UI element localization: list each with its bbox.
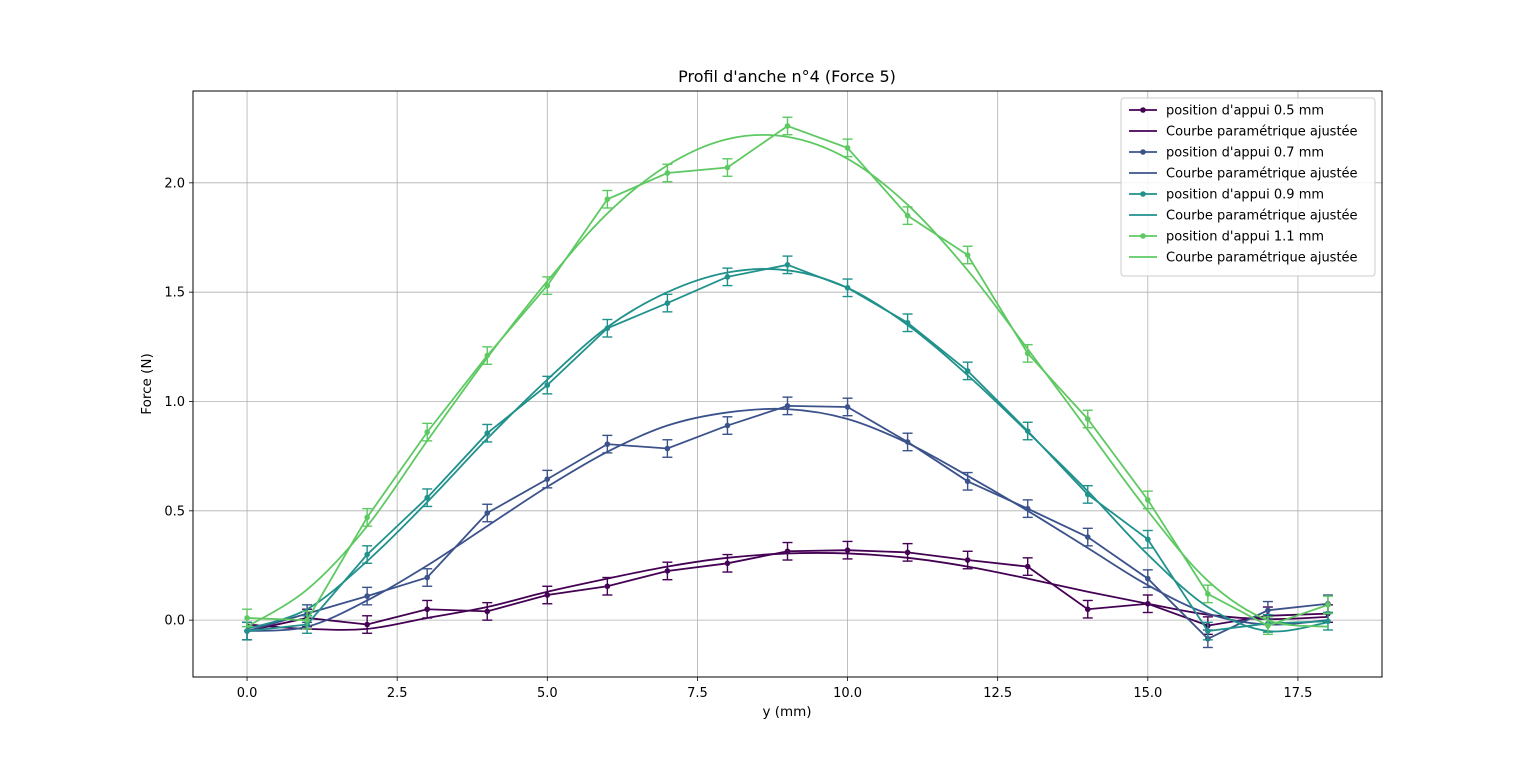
data-point bbox=[1145, 497, 1151, 503]
data-point bbox=[1205, 591, 1211, 597]
legend-entry-label: Courbe paramétrique ajustée bbox=[1166, 209, 1358, 224]
legend-marker bbox=[1140, 149, 1146, 155]
chart-title: Profil d'anche n°4 (Force 5) bbox=[678, 67, 896, 86]
legend-entry-label: position d'appui 0.9 mm bbox=[1166, 188, 1324, 203]
x-tick-label: 5.0 bbox=[537, 686, 558, 701]
legend-entry-label: Courbe paramétrique ajustée bbox=[1166, 251, 1358, 266]
legend: position d'appui 0.5 mm Courbe paramétriq… bbox=[1120, 97, 1376, 277]
data-point bbox=[784, 262, 791, 268]
legend-box bbox=[1120, 97, 1376, 277]
y-tick-label: 1.0 bbox=[164, 395, 185, 410]
fit-curve-group bbox=[246, 268, 1329, 633]
data-point bbox=[424, 429, 430, 435]
fit-curve-group bbox=[246, 134, 1329, 628]
legend-marker bbox=[1140, 191, 1146, 197]
data-point bbox=[724, 422, 731, 429]
data-point bbox=[844, 404, 851, 410]
data-point bbox=[364, 551, 370, 558]
x-tick-label: 17.5 bbox=[1283, 686, 1312, 701]
data-point bbox=[1084, 534, 1091, 540]
data-point bbox=[964, 557, 971, 563]
fit-curve-group bbox=[246, 552, 1328, 631]
data-point bbox=[484, 430, 491, 436]
data-point bbox=[604, 583, 611, 590]
data-point bbox=[1145, 536, 1151, 543]
data-point bbox=[784, 123, 791, 129]
x-tick-label: 10.0 bbox=[833, 686, 862, 701]
legend-entry-label: Courbe paramétrique ajustée bbox=[1166, 125, 1358, 140]
fit-curve-line bbox=[246, 407, 1329, 632]
data-point bbox=[424, 606, 430, 613]
legend-entry-label: position d'appui 0.7 mm bbox=[1166, 146, 1324, 161]
data-point bbox=[364, 593, 370, 599]
data-point bbox=[1205, 628, 1211, 634]
data-point bbox=[964, 368, 971, 374]
data-point bbox=[484, 608, 491, 615]
x-tick-label: 12.5 bbox=[983, 686, 1012, 701]
data-point bbox=[664, 568, 671, 574]
x-tick-label: 7.5 bbox=[687, 686, 708, 701]
y-tick-label: 1.5 bbox=[164, 286, 185, 301]
data-point bbox=[244, 628, 250, 634]
data-point bbox=[364, 621, 370, 628]
legend-marker bbox=[1140, 107, 1146, 113]
data-point bbox=[904, 212, 911, 219]
data-point bbox=[1265, 607, 1271, 614]
y-tick-label: 0.0 bbox=[164, 614, 185, 629]
data-point bbox=[1084, 416, 1091, 422]
data-point bbox=[664, 445, 671, 452]
data-point bbox=[1325, 602, 1331, 608]
data-point bbox=[424, 494, 430, 501]
data-point bbox=[484, 510, 491, 516]
data-point bbox=[1265, 622, 1271, 629]
x-tick-label: 0.0 bbox=[237, 686, 258, 701]
data-point bbox=[964, 478, 971, 485]
series-layer bbox=[242, 116, 1333, 649]
x-tick-label: 15.0 bbox=[1133, 686, 1162, 701]
data-point bbox=[724, 164, 731, 171]
data-point bbox=[544, 476, 551, 482]
legend-marker bbox=[1140, 233, 1146, 239]
data-point bbox=[544, 592, 551, 598]
data-point bbox=[844, 145, 851, 151]
data-point bbox=[604, 441, 611, 447]
data-point bbox=[304, 617, 310, 623]
data-point bbox=[1024, 563, 1031, 570]
data-point bbox=[1145, 575, 1151, 582]
data-point bbox=[664, 300, 671, 306]
x-tick-label: 2.5 bbox=[387, 686, 408, 701]
data-point bbox=[664, 170, 671, 176]
fit-curve-line bbox=[246, 552, 1328, 631]
fit-curve-line bbox=[246, 134, 1329, 628]
x-axis-label: y (mm) bbox=[762, 704, 811, 720]
data-point bbox=[424, 574, 430, 581]
data-point bbox=[604, 196, 611, 203]
plot-frame bbox=[192, 90, 1383, 678]
y-axis-label: Force (N) bbox=[139, 353, 155, 414]
data-point bbox=[904, 549, 911, 556]
legend-entry-label: Courbe paramétrique ajustée bbox=[1166, 167, 1358, 182]
data-point bbox=[244, 615, 250, 621]
data-point bbox=[724, 274, 731, 280]
fit-curve-group bbox=[246, 407, 1329, 632]
fit-curve-line bbox=[246, 268, 1329, 633]
measured-series-group bbox=[242, 116, 1333, 636]
data-point bbox=[544, 382, 551, 388]
data-point bbox=[1084, 606, 1091, 613]
data-point bbox=[844, 547, 851, 553]
y-tick-label: 0.5 bbox=[164, 504, 185, 519]
y-tick-label: 2.0 bbox=[164, 176, 185, 191]
data-point bbox=[784, 403, 791, 409]
legend-entry-label: position d'appui 0.5 mm bbox=[1166, 104, 1324, 119]
data-point bbox=[364, 514, 370, 521]
data-point bbox=[964, 252, 971, 258]
legend-entry-label: position d'appui 1.1 mm bbox=[1166, 230, 1324, 245]
ticks: 0.0 2.5 5.0 7.5 10.0 12.5 15.0 17.5 0.0 0.5 1.0 1.5… bbox=[164, 176, 1312, 701]
data-point bbox=[724, 560, 731, 567]
